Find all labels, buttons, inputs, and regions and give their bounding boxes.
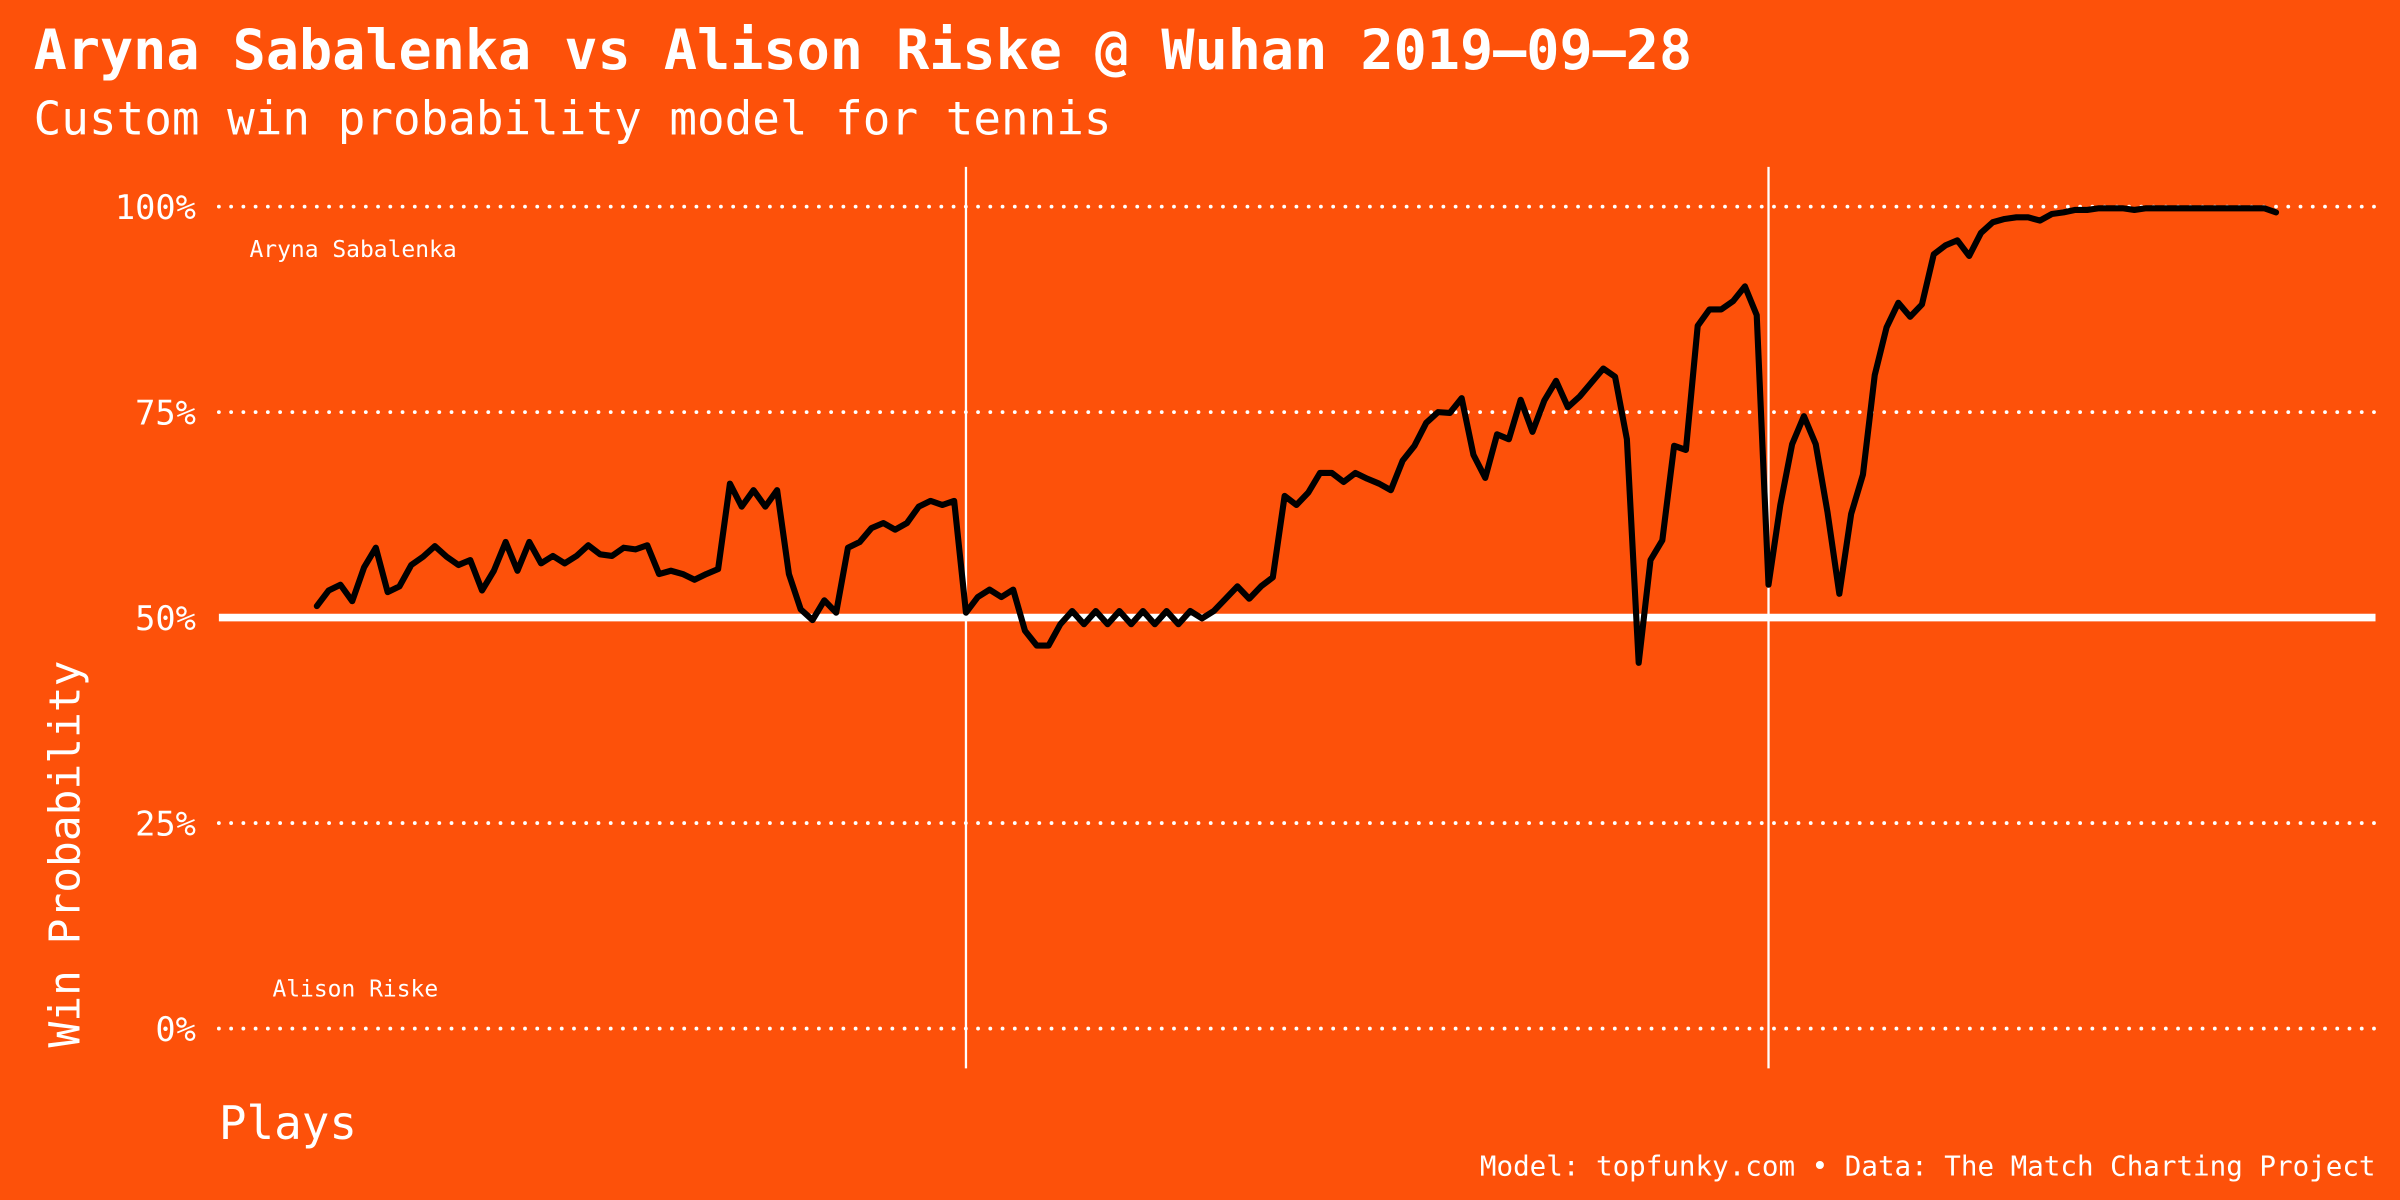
chart-subtitle: Custom win probability model for tennis xyxy=(34,92,1112,146)
y-tick-label: 50% xyxy=(135,599,196,638)
x-axis-label: Plays xyxy=(219,1096,357,1150)
y-tick-label: 100% xyxy=(115,188,196,227)
y-tick-label: 25% xyxy=(135,804,196,843)
top-player-label: Aryna Sabalenka xyxy=(249,237,456,263)
y-tick-label: 75% xyxy=(135,393,196,432)
y-tick-label: 0% xyxy=(155,1010,196,1049)
chart-title: Aryna Sabalenka vs Alison Riske @ Wuhan … xyxy=(34,18,1692,82)
caption: Model: topfunky.com • Data: The Match Ch… xyxy=(1480,1151,2376,1183)
bottom-player-label: Alison Riske xyxy=(272,976,438,1002)
win-probability-line xyxy=(313,205,2280,666)
y-axis-label: Win Probability xyxy=(41,661,91,1048)
